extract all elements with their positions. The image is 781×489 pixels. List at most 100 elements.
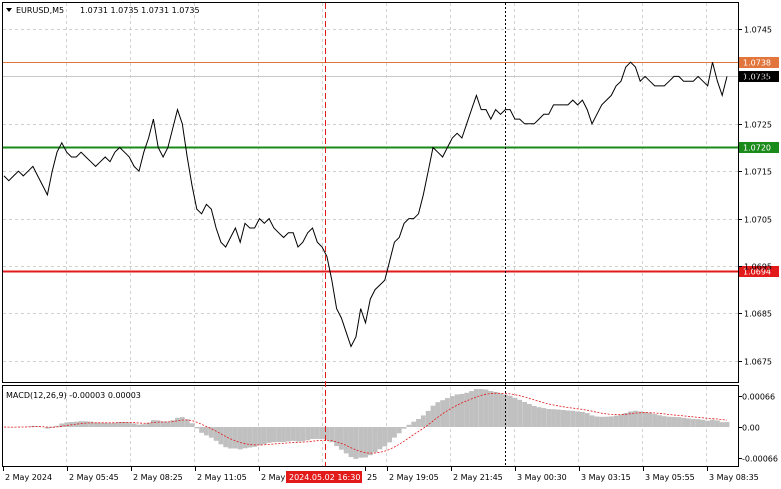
macd-bar xyxy=(719,422,725,427)
macd-bar xyxy=(59,423,65,427)
macd-bar xyxy=(348,427,354,458)
macd-bar xyxy=(507,395,513,427)
macd-bar xyxy=(54,425,60,427)
macd-bar xyxy=(300,427,306,442)
time-label: 25 xyxy=(367,473,377,482)
macd-bar xyxy=(637,411,643,427)
macd-bar xyxy=(589,415,595,427)
triangle-down-icon[interactable] xyxy=(6,8,12,12)
time-label: 2 May 05:45 xyxy=(69,473,119,482)
macd-bar xyxy=(387,427,393,443)
macd-bar xyxy=(671,416,677,427)
time-label: 2 May xyxy=(261,473,285,482)
macd-bar xyxy=(45,427,50,429)
macd-bar xyxy=(126,422,132,427)
time-label: 2 May 19:05 xyxy=(389,473,439,482)
crosshair-time-bg xyxy=(286,471,362,483)
macd-bar xyxy=(493,391,499,427)
macd-bar xyxy=(73,421,79,427)
macd-bar xyxy=(247,427,253,448)
level-label-bg xyxy=(739,57,779,68)
macd-bar xyxy=(290,427,296,441)
macd-bar xyxy=(339,427,344,450)
macd-bar xyxy=(213,427,219,441)
macd-bar xyxy=(49,427,55,428)
macd-bar xyxy=(237,427,243,450)
macd-bar xyxy=(527,404,532,427)
macd-bar xyxy=(35,426,41,427)
macd-bar xyxy=(324,427,330,440)
macd-bar xyxy=(117,422,123,427)
macd-bar xyxy=(425,410,431,427)
macd-bar xyxy=(599,416,605,427)
macd-bar xyxy=(286,427,291,442)
macd-bar xyxy=(204,427,209,436)
macd-bar xyxy=(661,416,667,427)
macd-bar xyxy=(396,427,402,434)
time-label: 3 May 03:15 xyxy=(581,473,631,482)
macd-bar xyxy=(98,422,103,427)
macd-bar xyxy=(420,415,426,427)
macd-bar xyxy=(131,423,137,427)
macd-bar xyxy=(93,422,99,427)
time-label: 3 May 00:30 xyxy=(517,473,567,482)
macd-bar xyxy=(464,392,470,427)
macd-bar xyxy=(271,427,277,443)
macd-bar xyxy=(372,427,378,453)
macd-bar xyxy=(551,409,556,427)
main-pane[interactable] xyxy=(2,2,739,383)
macd-bar xyxy=(512,397,518,427)
macd-bar xyxy=(184,419,190,427)
macd-title: MACD(12,26,9) -0.00003 0.00003 xyxy=(6,391,141,400)
symbol-label: EURUSD,M5 xyxy=(16,6,64,15)
time-label: 2 May 11:05 xyxy=(197,473,247,482)
macd-bar xyxy=(392,427,397,438)
macd-bar xyxy=(555,409,561,427)
macd-bar xyxy=(517,399,523,427)
macd-bar xyxy=(416,419,421,427)
macd-bar xyxy=(710,419,715,427)
macd-bar xyxy=(642,412,648,427)
macd-bar xyxy=(430,405,436,427)
macd-bar xyxy=(194,427,200,429)
macd-bar xyxy=(498,393,503,427)
macd-bar xyxy=(469,391,474,427)
price-tick-label: 1.0725 xyxy=(744,121,772,130)
macd-bar xyxy=(377,427,383,450)
macd-bar xyxy=(281,427,286,442)
macd-bar xyxy=(584,413,590,427)
macd-bar xyxy=(223,427,229,448)
macd-bar xyxy=(608,416,614,427)
price-tick-label: 1.0695 xyxy=(744,263,772,272)
macd-bar xyxy=(107,423,113,427)
macd-bar xyxy=(276,427,282,442)
price-axis: 1.07451.07351.07251.07151.07051.06951.06… xyxy=(738,26,772,367)
macd-bar xyxy=(353,427,359,459)
macd-bar xyxy=(295,427,301,442)
macd-bar xyxy=(367,427,373,456)
level-label: 1.0738 xyxy=(743,59,771,68)
price-levels: 1.0738 1.0735 1.0720 1.0694 xyxy=(3,57,779,277)
price-tick-label: 1.0685 xyxy=(744,310,772,319)
time-label: 2 May 08:25 xyxy=(133,473,183,482)
macd-bar xyxy=(454,394,460,427)
macd-bar xyxy=(666,416,672,427)
macd-bar xyxy=(208,427,214,438)
macd-bar xyxy=(715,420,720,427)
macd-bar xyxy=(440,400,446,427)
macd-bar xyxy=(314,427,320,439)
crosshair-time-label: 2024.05.02 16:30 xyxy=(289,473,360,482)
price-tick-label: 1.0745 xyxy=(744,26,772,35)
macd-bar xyxy=(160,421,166,427)
level-label-bg xyxy=(739,142,779,153)
macd-bar xyxy=(242,427,248,449)
macd-bar xyxy=(406,424,412,427)
macd-bar xyxy=(363,427,368,458)
macd-bar xyxy=(122,421,127,427)
macd-bar xyxy=(334,427,340,447)
macd-tick-label: -0.00066 xyxy=(742,455,778,464)
price-tick-label: 1.0715 xyxy=(744,168,772,177)
macd-bar xyxy=(623,413,629,427)
macd-bar xyxy=(146,422,152,427)
